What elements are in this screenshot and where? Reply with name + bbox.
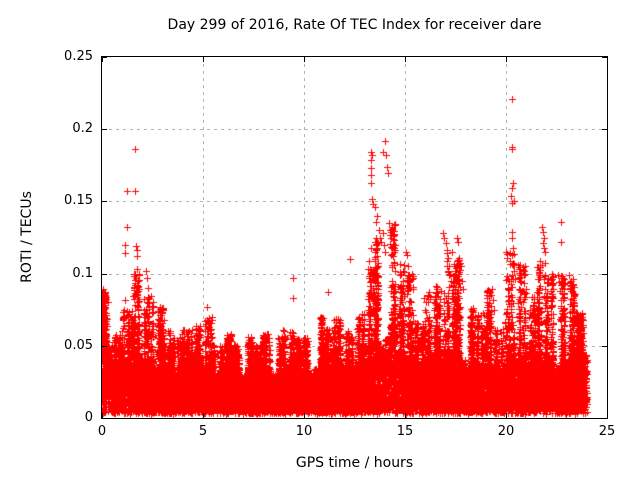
y-axis-label: ROTI / TECUs	[19, 191, 35, 283]
x-tick-label: 0	[97, 424, 107, 439]
tick-mark-y-left	[102, 346, 107, 347]
y-tick-label: 0	[84, 410, 93, 425]
chart-title: Day 299 of 2016, Rate Of TEC Index for r…	[167, 17, 542, 33]
tick-mark-x-bottom	[102, 413, 103, 418]
tick-mark-x-top	[203, 57, 204, 62]
tick-mark-x-bottom	[607, 413, 608, 418]
tick-mark-y-right	[602, 129, 607, 130]
tick-mark-y-left	[102, 129, 107, 130]
y-tick-label: 0.1	[72, 266, 93, 281]
tick-mark-x-bottom	[304, 413, 305, 418]
tick-mark-y-left	[102, 274, 107, 275]
tick-mark-x-top	[304, 57, 305, 62]
y-tick-label: 0.2	[72, 121, 93, 136]
x-tick-label: 10	[295, 424, 313, 439]
tick-mark-y-right	[602, 346, 607, 347]
tick-mark-x-top	[405, 57, 406, 62]
tick-mark-x-top	[607, 57, 608, 62]
plot-canvas	[102, 57, 607, 418]
tick-mark-y-left	[102, 57, 107, 58]
tick-mark-x-top	[102, 57, 103, 62]
tick-mark-x-bottom	[506, 413, 507, 418]
tick-mark-y-left	[102, 418, 107, 419]
x-tick-label: 20	[497, 424, 515, 439]
x-tick-label: 25	[598, 424, 616, 439]
tick-mark-y-right	[602, 57, 607, 58]
x-tick-label: 5	[198, 424, 208, 439]
x-tick-label: 15	[396, 424, 414, 439]
tick-mark-y-left	[102, 201, 107, 202]
y-tick-label: 0.25	[64, 49, 93, 64]
tick-mark-x-bottom	[203, 413, 204, 418]
tick-mark-x-top	[506, 57, 507, 62]
tick-mark-x-bottom	[405, 413, 406, 418]
tick-mark-y-right	[602, 201, 607, 202]
tick-mark-y-right	[602, 418, 607, 419]
y-tick-label: 0.05	[64, 338, 93, 353]
x-axis-label: GPS time / hours	[295, 455, 414, 471]
y-tick-label: 0.15	[64, 193, 93, 208]
tick-mark-y-right	[602, 274, 607, 275]
